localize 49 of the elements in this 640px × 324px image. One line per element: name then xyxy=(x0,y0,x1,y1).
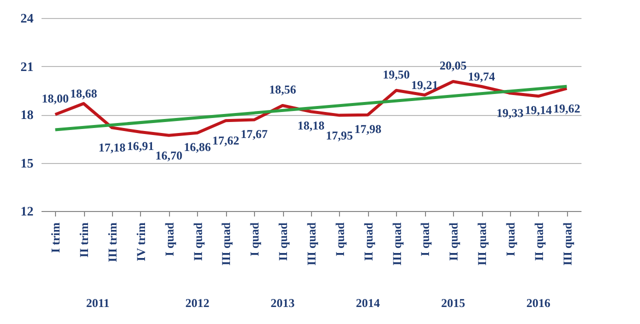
text: 2011 xyxy=(86,296,110,310)
x-tick-label: II quad xyxy=(446,222,461,261)
x-tick-label: I quad xyxy=(248,222,262,256)
data-label: 18,18 xyxy=(298,118,324,133)
x-tick-label: III quad xyxy=(304,222,318,266)
text: 2016 xyxy=(526,296,550,310)
data-label: 18,68 xyxy=(70,86,98,101)
data-label: 17,62 xyxy=(212,134,240,148)
data-label: 16,70 xyxy=(155,148,182,162)
data-label: 19,74 xyxy=(468,70,496,84)
y-tick-label: 15 xyxy=(20,155,34,170)
data-label: 19,21 xyxy=(411,78,438,92)
y-tick-label: 12 xyxy=(20,204,34,218)
data-label: 16,86 xyxy=(184,140,211,154)
x-tick-label: II trim xyxy=(77,222,92,258)
x-tick-label: II quad xyxy=(190,222,205,261)
text: 2014 xyxy=(356,296,380,310)
x-tick-label: II quad xyxy=(361,222,376,261)
x-tick-label: II quad xyxy=(276,222,290,261)
text: 2013 xyxy=(270,296,295,310)
text: 2015 xyxy=(441,296,466,310)
x-tick-label: I quad xyxy=(418,222,432,256)
x-tick-label: I quad xyxy=(162,222,176,256)
y-tick-label: 18 xyxy=(20,107,34,122)
text: 2012 xyxy=(185,296,210,310)
data-label: 16,91 xyxy=(126,139,154,154)
x-tick-label: II quad xyxy=(532,222,546,261)
data-label: 17,18 xyxy=(98,140,126,155)
data-label: 19,14 xyxy=(524,103,552,118)
y-tick-label: 21 xyxy=(20,58,34,74)
data-label: 17,95 xyxy=(326,128,353,142)
data-label: 19,33 xyxy=(496,106,524,120)
x-tick-label: III trim xyxy=(106,222,120,262)
x-tick-label: I quad xyxy=(503,222,518,256)
x-tick-label: IV trim xyxy=(134,222,148,262)
x-tick-label: I quad xyxy=(332,222,347,256)
data-label: 18,00 xyxy=(42,92,69,106)
data-label: 18,56 xyxy=(269,82,296,96)
data-label: 17,67 xyxy=(240,126,268,141)
y-tick-label: 24 xyxy=(20,10,34,26)
data-label: 19,50 xyxy=(382,67,410,82)
data-label: 20,05 xyxy=(440,58,467,73)
x-tick-label: III quad xyxy=(475,222,490,266)
x-tick-label: I trim xyxy=(48,222,63,253)
x-tick-label: III quad xyxy=(219,222,234,266)
data-label: 19,62 xyxy=(553,101,580,116)
x-tick-label: III quad xyxy=(560,222,574,266)
data-label: 17,98 xyxy=(354,122,382,136)
x-tick-label: III quad xyxy=(390,222,404,266)
